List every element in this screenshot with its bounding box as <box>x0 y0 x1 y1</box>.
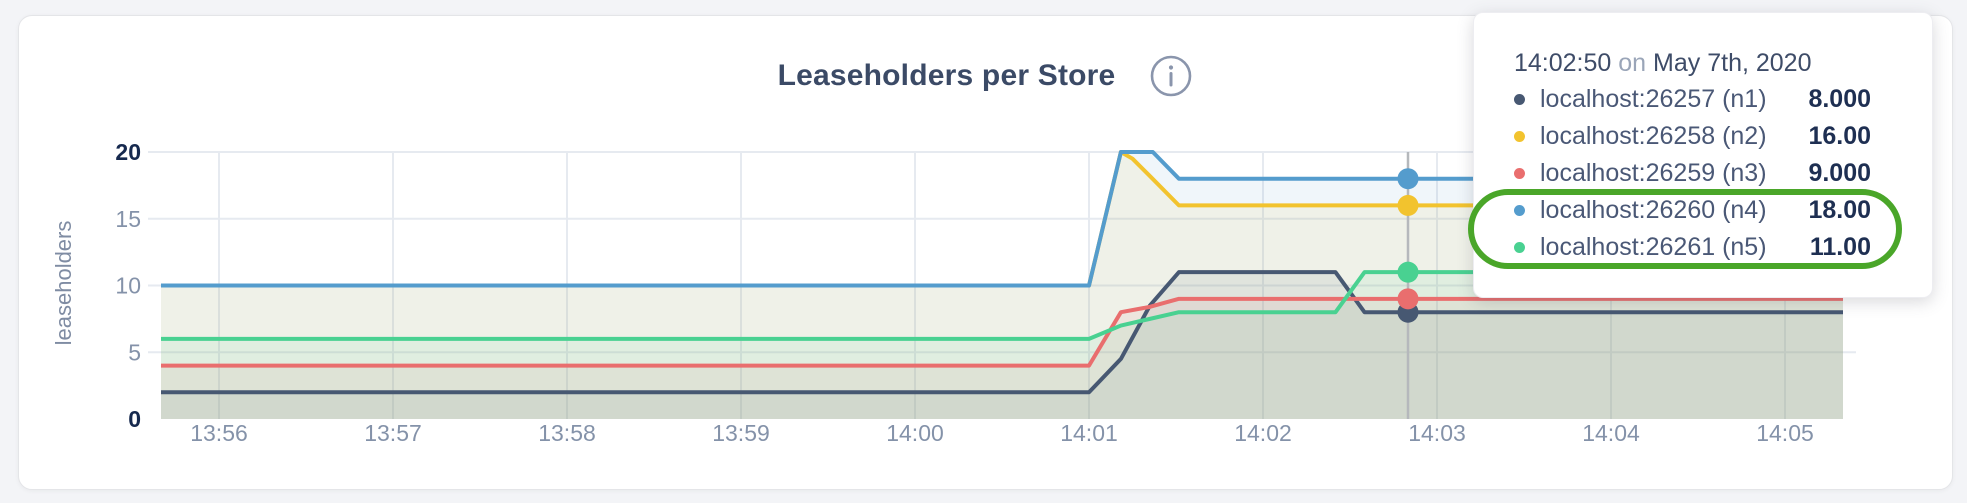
x-tick-label: 13:59 <box>712 420 770 446</box>
x-tick-label: 13:56 <box>190 420 248 446</box>
series-name: localhost:26258 (n2) <box>1540 122 1767 150</box>
series-value: 8.000 <box>1808 85 1871 113</box>
series-area-n5 <box>161 272 1843 419</box>
x-tick-label: 14:05 <box>1756 420 1814 446</box>
tooltip-date: May 7th, 2020 <box>1653 49 1812 77</box>
series-name: localhost:26259 (n3) <box>1540 159 1767 187</box>
series-color-dot <box>1514 168 1525 179</box>
series-line-n3 <box>161 296 1843 368</box>
series-area-n3 <box>161 298 1843 419</box>
y-tick-label: 5 <box>128 339 141 365</box>
tooltip-on-word: on <box>1618 49 1647 77</box>
tooltip-series-row: localhost:26260 (n4) 18.00 <box>1514 192 1871 229</box>
series-value: 9.000 <box>1808 159 1871 187</box>
tooltip-series-row: localhost:26258 (n2) 16.00 <box>1514 118 1871 155</box>
series-line-n4 <box>161 150 1843 288</box>
x-tick-label: 14:01 <box>1060 420 1118 446</box>
tooltip-series-row: localhost:26257 (n1) 8.000 <box>1514 81 1871 118</box>
y-tick-label: 20 <box>115 139 141 165</box>
y-tick-label: 0 <box>128 406 141 432</box>
x-tick-label: 13:57 <box>364 420 422 446</box>
series-color-dot <box>1514 131 1525 142</box>
series-color-dot <box>1514 205 1525 216</box>
tooltip-header: 14:02:50 on May 7th, 2020 <box>1514 49 1871 77</box>
hover-dot-n3 <box>1397 288 1419 310</box>
y-tick-label: 10 <box>115 273 141 299</box>
x-tick-label: 13:58 <box>538 420 596 446</box>
x-tick-label: 14:02 <box>1234 420 1292 446</box>
series-line-n1 <box>161 270 1843 395</box>
series-area-n1 <box>161 272 1843 419</box>
series-value: 16.00 <box>1808 122 1871 150</box>
tooltip-time: 14:02:50 <box>1514 49 1612 77</box>
x-tick-label: 14:03 <box>1408 420 1466 446</box>
series-value: 11.00 <box>1809 233 1871 261</box>
y-axis-label: leaseholders <box>51 220 76 346</box>
tooltip-series-row: localhost:26261 (n5) 11.00 <box>1514 229 1871 266</box>
info-icon[interactable] <box>1149 54 1193 98</box>
series-name: localhost:26261 (n5) <box>1540 233 1767 261</box>
series-value: 18.00 <box>1808 196 1871 224</box>
hover-dot-n5 <box>1397 261 1419 283</box>
series-line-n5 <box>161 270 1843 341</box>
y-tick-label: 15 <box>115 206 141 232</box>
tooltip-series-row: localhost:26259 (n3) 9.000 <box>1514 155 1871 192</box>
hover-tooltip: 14:02:50 on May 7th, 2020 localhost:2625… <box>1473 12 1933 298</box>
x-tick-label: 14:04 <box>1582 420 1640 446</box>
series-color-dot <box>1514 94 1525 105</box>
series-color-dot <box>1514 242 1525 253</box>
hover-dot-n2 <box>1397 194 1419 216</box>
series-name: localhost:26257 (n1) <box>1540 85 1767 113</box>
hover-dot-n4 <box>1397 168 1419 190</box>
series-name: localhost:26260 (n4) <box>1540 196 1767 224</box>
chart-plot[interactable]: 0 5 10 15 20 13:56 13:57 13:58 13:59 14:00 14:01 14… <box>19 16 1952 489</box>
x-tick-label: 14:00 <box>886 420 944 446</box>
tooltip-series-list: localhost:26257 (n1) 8.000 localhost:26258… <box>1514 81 1871 266</box>
